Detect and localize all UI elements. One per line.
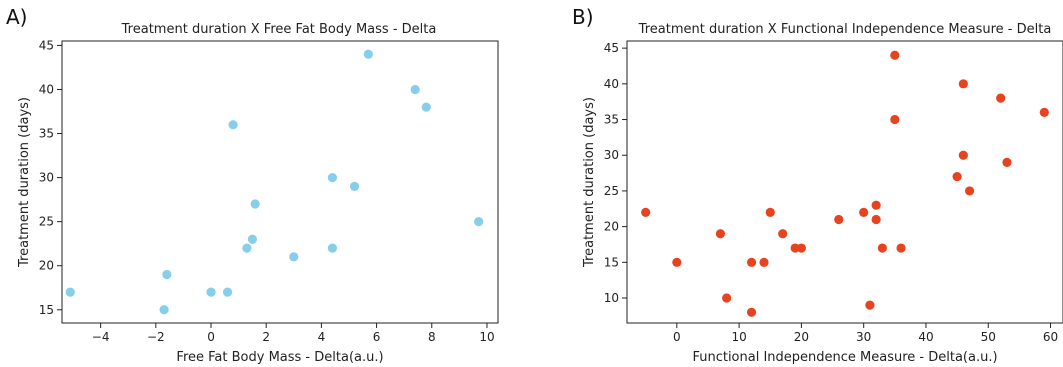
x-tick-label: 30 bbox=[856, 330, 871, 344]
data-point bbox=[958, 79, 968, 89]
x-tick-label: −2 bbox=[147, 330, 165, 344]
y-tick-label: 25 bbox=[39, 215, 54, 229]
panel-label: A) bbox=[6, 5, 27, 29]
y-tick-label: 15 bbox=[39, 303, 54, 317]
y-tick-label: 40 bbox=[39, 82, 54, 96]
data-point bbox=[474, 217, 484, 227]
chart-panel-a: A) Treatment duration X Free Fat Body Mas… bbox=[6, 5, 499, 365]
data-point bbox=[242, 243, 252, 253]
data-point bbox=[865, 300, 875, 310]
y-axis-label: Treatment duration (days) bbox=[582, 97, 597, 268]
chart-title: Treatment duration X Functional Independ… bbox=[638, 22, 1052, 37]
plot-frame bbox=[626, 40, 1063, 324]
x-tick-label: −4 bbox=[92, 330, 110, 344]
data-point bbox=[896, 243, 906, 253]
data-point bbox=[964, 186, 975, 196]
y-tick-label: 40 bbox=[604, 77, 619, 91]
data-point bbox=[162, 269, 172, 280]
data-point bbox=[877, 243, 887, 253]
data-point bbox=[1039, 107, 1049, 117]
y-tick-label: 45 bbox=[604, 41, 619, 55]
panel-label: B) bbox=[572, 5, 594, 29]
data-point bbox=[890, 114, 900, 125]
data-point bbox=[65, 287, 75, 297]
data-point bbox=[746, 257, 757, 267]
chart-panel-b: B) Treatment duration X Functional Indepe… bbox=[572, 5, 1063, 365]
data-point bbox=[672, 257, 682, 267]
data-point bbox=[859, 207, 869, 217]
data-point bbox=[952, 172, 962, 182]
data-point bbox=[222, 287, 233, 297]
x-tick-label: 8 bbox=[428, 330, 436, 344]
x-tick-label: 10 bbox=[479, 330, 494, 344]
data-point bbox=[250, 199, 260, 209]
data-point bbox=[206, 287, 216, 297]
data-point bbox=[958, 150, 968, 160]
y-tick-label: 45 bbox=[39, 38, 54, 52]
data-point bbox=[363, 49, 373, 59]
chart-title: Treatment duration X Free Fat Body Mass … bbox=[121, 22, 437, 37]
data-point bbox=[410, 84, 420, 95]
x-tick-label: 6 bbox=[373, 330, 381, 344]
x-axis-label: Functional Independence Measure - Delta(… bbox=[692, 350, 997, 365]
data-point bbox=[834, 214, 844, 225]
data-point bbox=[996, 93, 1006, 103]
data-point bbox=[327, 172, 338, 183]
data-point bbox=[722, 293, 732, 303]
x-tick-label: 40 bbox=[918, 330, 933, 344]
data-point bbox=[871, 214, 881, 225]
y-tick-label: 30 bbox=[604, 148, 619, 162]
data-point bbox=[765, 207, 775, 217]
data-point bbox=[871, 200, 881, 210]
y-tick-label: 30 bbox=[39, 171, 54, 185]
y-tick-label: 35 bbox=[604, 113, 619, 127]
data-point bbox=[796, 243, 807, 253]
x-tick-label: 60 bbox=[1043, 330, 1058, 344]
data-point bbox=[247, 234, 258, 244]
y-tick-label: 25 bbox=[604, 184, 619, 198]
data-point bbox=[421, 102, 431, 112]
data-point bbox=[641, 207, 651, 217]
data-point bbox=[759, 257, 769, 267]
y-axis-label: Treatment duration (days) bbox=[17, 97, 32, 268]
x-tick-label: 0 bbox=[207, 330, 215, 344]
data-point bbox=[289, 252, 299, 262]
x-axis-label: Free Fat Body Mass - Delta(a.u.) bbox=[176, 350, 383, 365]
y-tick-label: 35 bbox=[39, 127, 54, 141]
data-point bbox=[715, 229, 726, 239]
x-tick-label: 0 bbox=[673, 330, 681, 344]
x-tick-label: 2 bbox=[262, 330, 270, 344]
data-point bbox=[746, 307, 757, 317]
data-point bbox=[778, 229, 788, 239]
y-tick-label: 15 bbox=[604, 255, 619, 269]
y-tick-label: 20 bbox=[604, 220, 619, 234]
data-point bbox=[159, 305, 169, 315]
data-point bbox=[327, 243, 338, 253]
x-tick-label: 20 bbox=[794, 330, 809, 344]
data-point bbox=[1002, 157, 1012, 167]
x-tick-label: 4 bbox=[318, 330, 326, 344]
y-tick-label: 20 bbox=[39, 259, 54, 273]
y-tick-label: 10 bbox=[604, 291, 619, 305]
data-point bbox=[349, 181, 360, 192]
x-tick-label: 50 bbox=[981, 330, 996, 344]
data-point bbox=[890, 50, 900, 60]
data-point bbox=[228, 120, 238, 130]
x-tick-label: 10 bbox=[731, 330, 746, 344]
plot-frame bbox=[61, 40, 499, 324]
